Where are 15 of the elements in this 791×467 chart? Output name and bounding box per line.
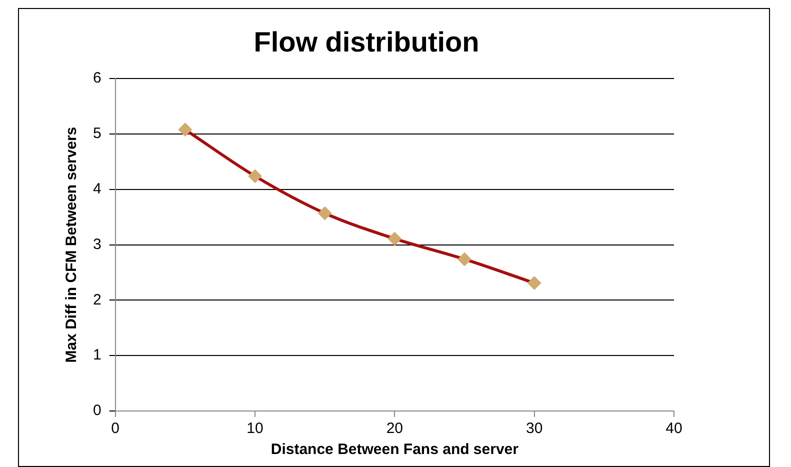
y-tick-label: 1	[93, 346, 102, 364]
y-tick-label: 6	[93, 70, 102, 87]
x-tick-label: 20	[386, 420, 404, 438]
x-tick-label: 0	[111, 420, 120, 438]
x-axis-title: Distance Between Fans and server	[270, 441, 519, 458]
y-axis-title: Max Diff in CFM Between servers	[63, 126, 80, 363]
y-tick-label: 5	[93, 125, 102, 142]
y-tick-label: 3	[93, 236, 102, 253]
chart-title: Flow distribution	[254, 26, 480, 58]
y-tick-label: 0	[93, 402, 102, 420]
x-tick-label: 30	[526, 420, 543, 438]
y-tick-label: 2	[93, 291, 102, 308]
x-tick-label: 10	[246, 420, 264, 438]
x-tick-label: 40	[666, 420, 682, 438]
y-tick-label: 4	[93, 180, 102, 198]
